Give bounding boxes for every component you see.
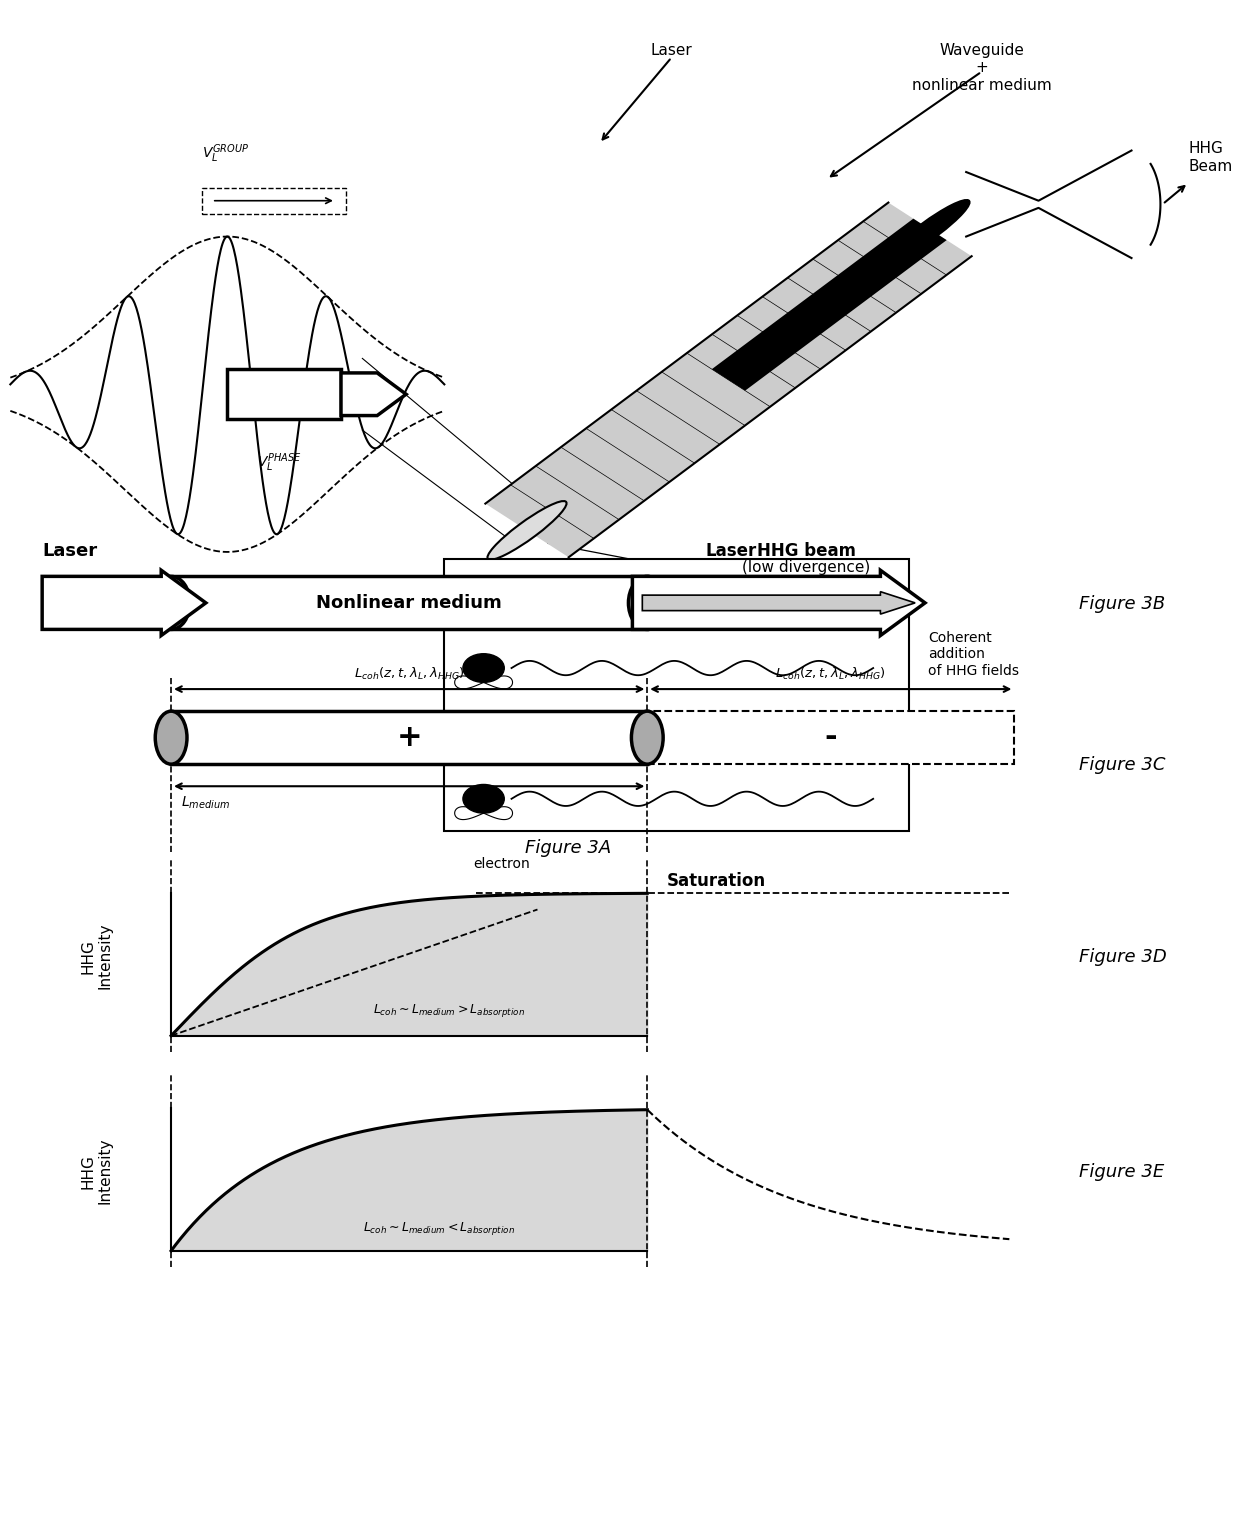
Text: (low divergence): (low divergence)	[742, 561, 870, 574]
Polygon shape	[712, 218, 946, 390]
FancyArrow shape	[632, 570, 925, 636]
Polygon shape	[485, 203, 972, 558]
Text: Coherent
addition
of HHG fields: Coherent addition of HHG fields	[928, 631, 1019, 677]
Text: HHG
Intensity: HHG Intensity	[81, 923, 113, 989]
Text: $L_{medium}$: $L_{medium}$	[181, 796, 231, 811]
Ellipse shape	[155, 711, 187, 765]
Text: Figure 3D: Figure 3D	[1079, 948, 1167, 966]
Circle shape	[463, 594, 505, 622]
Circle shape	[463, 785, 505, 813]
Bar	[444, 559, 909, 831]
Ellipse shape	[487, 501, 567, 559]
Ellipse shape	[890, 200, 970, 258]
Ellipse shape	[629, 576, 666, 630]
Text: HHG
Intensity: HHG Intensity	[81, 1138, 113, 1204]
Ellipse shape	[631, 711, 663, 765]
Bar	[647, 711, 1014, 765]
FancyArrow shape	[642, 591, 915, 614]
Text: $L_{coh}(z,t, \lambda_L, \lambda_{HHG})$: $L_{coh}(z,t, \lambda_L, \lambda_{HHG})$	[775, 667, 887, 682]
Text: Figure 3C: Figure 3C	[1079, 756, 1166, 774]
Bar	[171, 711, 647, 765]
Bar	[201, 187, 346, 214]
Text: Nonlinear medium: Nonlinear medium	[316, 594, 502, 611]
Text: Figure 3A: Figure 3A	[526, 839, 611, 857]
Text: Laser: Laser	[42, 542, 97, 559]
Text: +: +	[397, 723, 422, 753]
Text: $V_L^{GROUP}$: $V_L^{GROUP}$	[201, 143, 249, 164]
Text: $L_{coh}\sim L_{medium}>L_{absorption}$: $L_{coh}\sim L_{medium}>L_{absorption}$	[373, 1003, 525, 1020]
Text: HHG beam: HHG beam	[756, 542, 856, 559]
Text: Laser: Laser	[651, 43, 693, 58]
Text: electron: electron	[474, 857, 529, 871]
Text: Saturation: Saturation	[667, 872, 766, 891]
Text: Waveguide
+
nonlinear medium: Waveguide + nonlinear medium	[911, 43, 1052, 92]
Circle shape	[463, 714, 505, 742]
Text: Figure 3B: Figure 3B	[1079, 594, 1166, 613]
Ellipse shape	[153, 576, 190, 630]
Bar	[171, 576, 647, 630]
Bar	[227, 369, 341, 419]
Circle shape	[463, 654, 505, 682]
Text: HHG
Beam: HHG Beam	[1188, 141, 1233, 174]
Text: -: -	[825, 723, 837, 753]
Text: $L_{coh}\sim L_{medium}<L_{absorption}$: $L_{coh}\sim L_{medium}<L_{absorption}$	[363, 1220, 515, 1236]
Text: $L_{coh}(z,t, \lambda_L, \lambda_{HHG})$: $L_{coh}(z,t, \lambda_L, \lambda_{HHG})$	[353, 667, 465, 682]
Text: $V_L^{PHASE}$: $V_L^{PHASE}$	[257, 452, 301, 475]
FancyArrow shape	[341, 373, 407, 416]
FancyArrow shape	[42, 570, 206, 636]
Text: Laser: Laser	[706, 542, 758, 559]
Text: Figure 3E: Figure 3E	[1079, 1163, 1164, 1181]
